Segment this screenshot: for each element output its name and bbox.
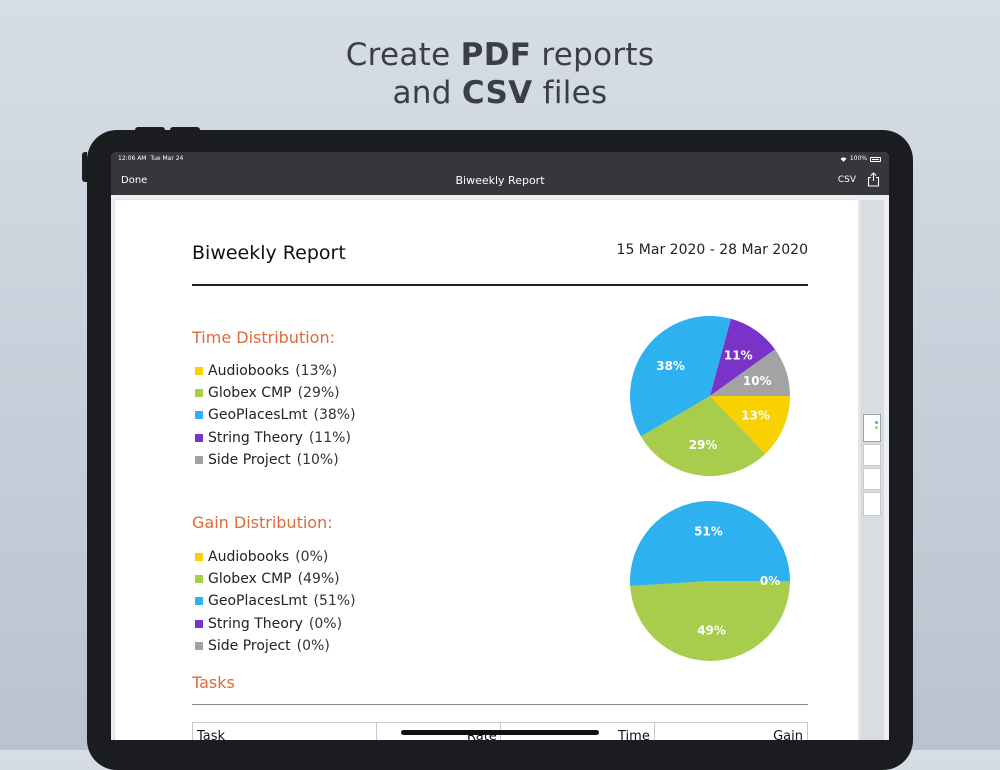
pie-label: 10% [743, 374, 772, 388]
column-header-time: Time [618, 729, 650, 740]
time-distribution-pie-chart: 13% 29% 38% 11% 10% [630, 315, 790, 476]
legend-item: Audiobooks (0%) [195, 546, 356, 568]
title-divider [192, 284, 808, 286]
legend-item: GeoPlacesLmt (38%) [195, 404, 356, 426]
page-thumbnail-3[interactable] [863, 468, 881, 490]
battery-percent: 100% [849, 155, 867, 162]
legend-swatch [195, 389, 203, 398]
page-thumbnail-1[interactable] [863, 414, 881, 442]
done-button[interactable]: Done [121, 175, 148, 186]
tasks-divider [192, 704, 808, 705]
time-distribution-legend: Audiobooks (13%) Globex CMP (29%) GeoPlace… [195, 360, 356, 471]
legend-item: Side Project (10%) [195, 449, 356, 471]
legend-swatch [195, 575, 203, 584]
legend-swatch [195, 619, 203, 628]
legend-item: Side Project (0%) [195, 635, 356, 657]
home-indicator [401, 730, 599, 735]
status-right: 100% [840, 152, 881, 166]
legend-item: Globex CMP (49%) [195, 568, 356, 590]
report-title: Biweekly Report [192, 242, 346, 264]
legend-item: Audiobooks (13%) [195, 360, 356, 382]
pie-slice-string-theory [710, 318, 776, 396]
legend-swatch [195, 367, 203, 376]
navigation-bar: Done Biweekly Report CSV [111, 166, 889, 195]
legend-swatch [195, 597, 203, 606]
ipad-screen: 12:06 AM Tue Mar 24 100% Done Biweekly R… [111, 152, 889, 740]
gain-distribution-pie-chart: 0% 49% 51% [630, 500, 790, 661]
report-date-range: 15 Mar 2020 - 28 Mar 2020 [616, 242, 808, 258]
headline-line-1: Create PDF reports [345, 37, 655, 73]
column-header-task: Task [197, 729, 226, 740]
legend-item: String Theory (11%) [195, 427, 356, 449]
legend-swatch [195, 411, 203, 420]
tasks-heading: Tasks [192, 673, 235, 692]
legend-item: String Theory (0%) [195, 613, 356, 635]
pie-slice-side-project [710, 349, 790, 396]
wifi-icon [840, 157, 847, 162]
status-bar: 12:06 AM Tue Mar 24 100% [111, 152, 889, 166]
legend-swatch [195, 433, 203, 442]
legend-swatch [195, 455, 203, 464]
pie-label: 38% [656, 359, 685, 373]
gain-distribution-heading: Gain Distribution: [192, 513, 333, 532]
column-header-gain: Gain [773, 729, 803, 740]
volume-up-button [135, 127, 165, 132]
pie-slice-globex-cmp [630, 581, 790, 661]
pie-slice-geoplaceslmt [630, 315, 731, 437]
share-icon[interactable] [867, 172, 880, 187]
pie-slice-audiobooks [710, 396, 790, 454]
legend-item: Globex CMP (29%) [195, 382, 356, 404]
pie-label: 51% [694, 524, 723, 538]
pie-label: 13% [741, 409, 770, 423]
pie-label: 29% [689, 438, 718, 452]
volume-down-button [170, 127, 200, 132]
headline-line-2: and CSV files [392, 75, 608, 111]
pdf-page: Biweekly Report 15 Mar 2020 - 28 Mar 202… [115, 200, 858, 740]
pie-label: 49% [697, 624, 726, 638]
battery-icon [870, 156, 881, 162]
legend-swatch [195, 553, 203, 562]
page-thumbnail-2[interactable] [863, 444, 881, 466]
pie-slice-globex-cmp [640, 396, 766, 476]
time-distribution-heading: Time Distribution: [192, 328, 335, 347]
gain-distribution-legend: Audiobooks (0%) Globex CMP (49%) GeoPlaces… [195, 546, 356, 657]
legend-swatch [195, 641, 203, 650]
page-thumbnail-4[interactable] [863, 492, 881, 516]
promo-headline: Create PDF reports and CSV files [0, 36, 1000, 112]
pie-label: 0% [760, 574, 780, 588]
column-divider [376, 723, 377, 740]
status-time: 12:06 AM Tue Mar 24 [118, 155, 184, 162]
side-button [82, 152, 87, 182]
csv-button[interactable]: CSV [837, 175, 856, 185]
pie-slice-geoplaceslmt [630, 500, 790, 587]
pie-label: 11% [724, 348, 753, 362]
legend-item: GeoPlacesLmt (51%) [195, 590, 356, 612]
nav-title: Biweekly Report [455, 174, 545, 187]
column-divider [654, 723, 655, 740]
